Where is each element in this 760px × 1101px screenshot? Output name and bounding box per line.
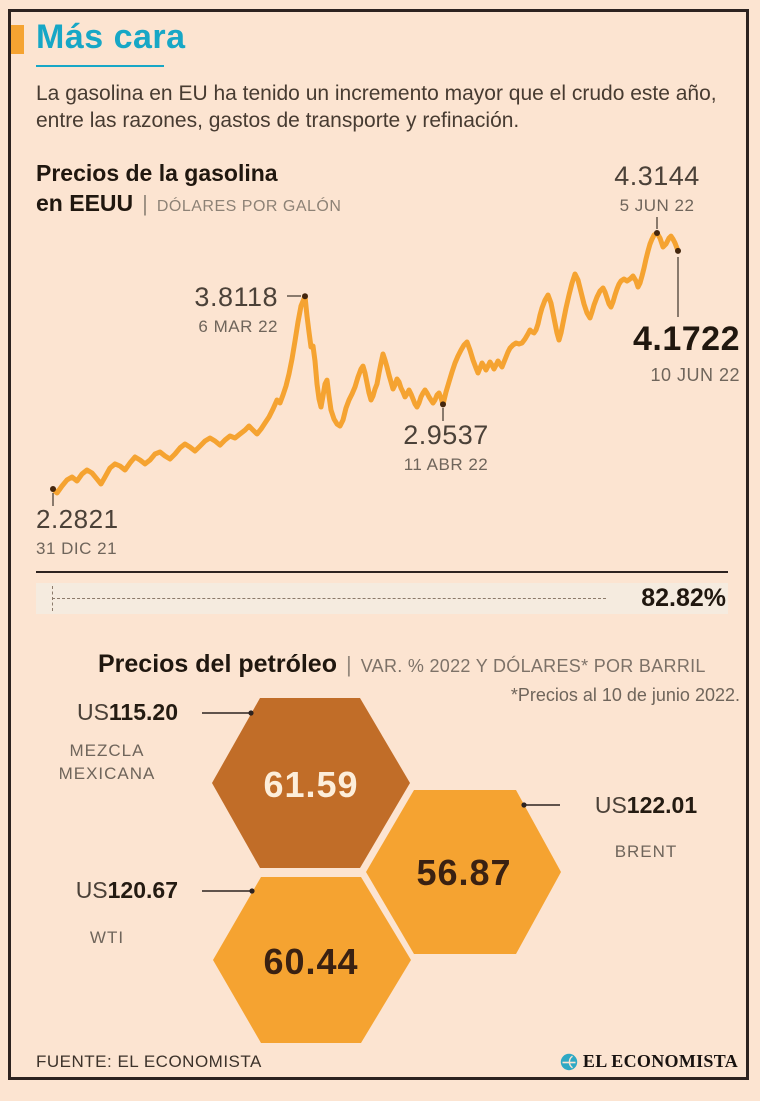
oil-title-divider: | (345, 652, 352, 677)
brand-logo: EL ECONOMISTA (560, 1051, 738, 1072)
gasoline-chart-title: Precios de la gasolina en EEUU | DÓLARES… (36, 158, 341, 219)
annotation-april-date: 11 ABR 22 (403, 455, 489, 474)
mezcla-price-value: 115.20 (108, 699, 178, 725)
gasoline-units-label: DÓLARES POR GALÓN (156, 198, 342, 216)
annotation-last-value: 4.1722 10 JUN 22 (560, 320, 740, 386)
oil-section-heading: Precios del petróleo | VAR. % 2022 Y DÓL… (98, 650, 706, 679)
brent-price-prefix: US (594, 792, 627, 818)
mezcla-price-prefix: US (76, 699, 109, 725)
annotation-april-dip: 2.9537 11 ABR 22 (385, 420, 507, 475)
annotation-last-value-date: 10 JUN 22 (650, 365, 740, 385)
el-economista-logo-icon (560, 1053, 578, 1070)
brand-logo-text: EL ECONOMISTA (582, 1051, 738, 1071)
brent-name-label: BRENT (614, 842, 678, 861)
outer-frame (8, 9, 749, 1080)
wti-price-value: 120.67 (107, 877, 178, 903)
annotation-start: 2.2821 31 DIC 21 (36, 504, 119, 559)
brent-price-label: US122.01 (586, 792, 706, 819)
page-title: Más cara (36, 18, 186, 56)
annotation-june5-peak: 4.3144 5 JUN 22 (597, 161, 717, 216)
annotation-start-value: 2.2821 (36, 504, 119, 534)
annotation-april-value: 2.9537 (403, 420, 489, 450)
oil-section-title: Precios del petróleo (98, 650, 337, 678)
oil-units-label: VAR. % 2022 Y DÓLARES* POR BARRIL (360, 656, 706, 676)
annotation-june5-date: 5 JUN 22 (619, 196, 695, 215)
oil-footnote: *Precios al 10 de junio 2022. (510, 685, 740, 705)
brent-price-value: 122.01 (626, 792, 698, 818)
wti-price-prefix: US (75, 877, 108, 903)
source-label: FUENTE: EL ECONOMISTA (36, 1052, 262, 1071)
annotation-march-peak: 3.8118 6 MAR 22 (150, 282, 278, 337)
annotation-last-value-number: 4.1722 (633, 320, 740, 358)
section-separator-line (36, 571, 728, 573)
wti-name-label: WTI (89, 928, 125, 947)
title-divider: | (142, 191, 148, 217)
title-accent-bar (11, 25, 24, 54)
mezcla-name-label: MEZCLA MEXICANA (58, 741, 156, 783)
mezcla-price-label: US115.20 (36, 699, 178, 726)
annotation-start-date: 31 DIC 21 (36, 539, 118, 558)
gasoline-title-line2: en EEUU (36, 190, 134, 217)
total-change-bar: 82.82% (36, 583, 728, 614)
intro-text: La gasolina en EU ha tenido un increment… (36, 82, 717, 133)
annotation-march-date: 6 MAR 22 (198, 317, 278, 336)
title-underline (36, 65, 164, 67)
annotation-june5-value: 4.3144 (614, 161, 700, 191)
annotation-march-value: 3.8118 (194, 282, 278, 312)
total-change-percent: 82.82% (641, 584, 726, 612)
change-bar-dashed-line (52, 598, 606, 599)
gasoline-title-line1: Precios de la gasolina (36, 160, 278, 186)
wti-price-label: US120.67 (36, 877, 178, 904)
